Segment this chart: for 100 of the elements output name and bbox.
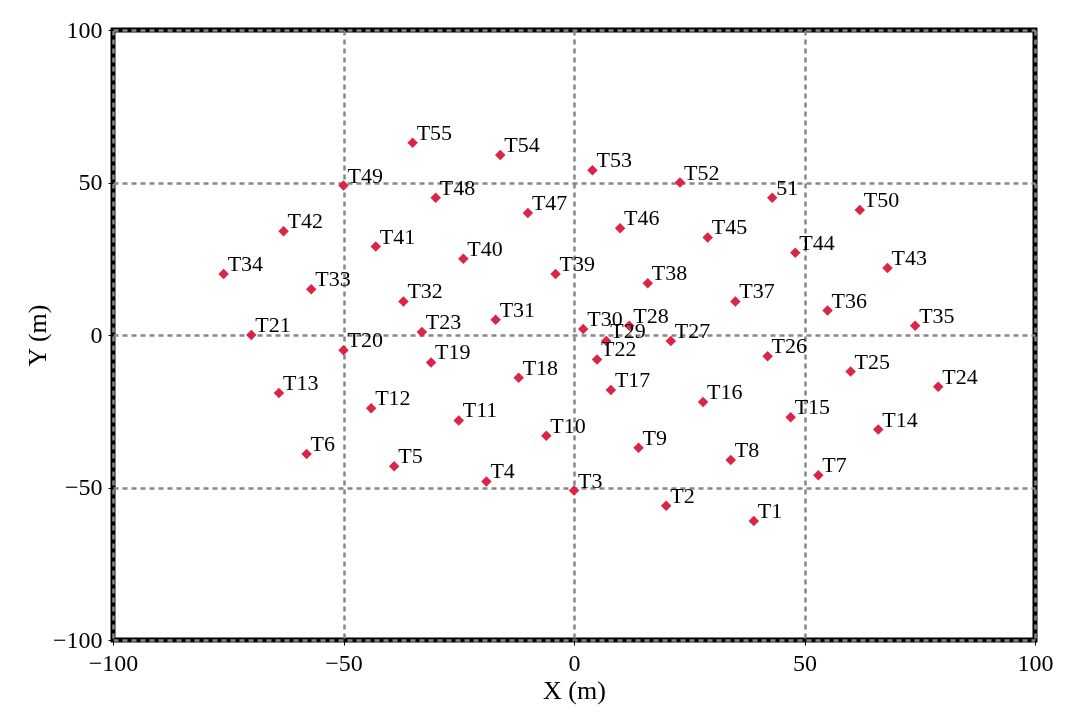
- annotation: T15: [794, 394, 831, 420]
- point: [785, 412, 796, 423]
- y-tick-label: 50: [78, 169, 103, 195]
- annotation: T6: [310, 430, 336, 456]
- annotation: T26: [771, 333, 808, 359]
- point: [278, 226, 289, 237]
- annotation: T31: [499, 296, 536, 322]
- annotation: T8: [734, 437, 760, 463]
- point: [660, 500, 672, 512]
- point: [453, 415, 464, 426]
- point: [568, 485, 580, 496]
- point: [481, 476, 492, 487]
- point: [873, 424, 884, 435]
- annotation: T13: [282, 369, 319, 395]
- annotation: T33: [315, 266, 351, 292]
- y-tick-label: 0: [90, 321, 103, 348]
- annotation: T32: [407, 278, 443, 304]
- point: [338, 345, 349, 356]
- point: [430, 192, 441, 203]
- annotation: T4: [490, 458, 515, 484]
- x-axis-title: X (m): [543, 675, 606, 705]
- point: [246, 329, 257, 341]
- annotation: T44: [799, 229, 835, 255]
- point: [766, 192, 778, 203]
- annotation: T46: [624, 205, 660, 231]
- point: [541, 430, 552, 441]
- annotation: T20: [347, 327, 383, 353]
- point: [305, 284, 317, 295]
- annotation: T9: [642, 424, 667, 450]
- point: [882, 262, 893, 274]
- annotation: T7: [822, 452, 847, 478]
- annotation: T36: [831, 287, 867, 313]
- annotation: T17: [614, 366, 651, 392]
- annotation: T42: [287, 208, 324, 234]
- annotation: T3: [578, 467, 603, 493]
- point: [490, 314, 501, 325]
- point: [845, 366, 856, 377]
- point: [522, 207, 534, 219]
- annotation: T49: [347, 162, 383, 188]
- point: [702, 232, 713, 243]
- point: [577, 323, 589, 335]
- point: [301, 448, 312, 460]
- y-tick-label: −100: [52, 626, 103, 653]
- annotation: T11: [462, 397, 498, 423]
- point: [273, 387, 285, 399]
- annotation: T25: [854, 348, 891, 374]
- x-tick-label: 100: [1017, 649, 1054, 676]
- point: [338, 180, 349, 191]
- annotation: T43: [891, 244, 927, 270]
- point: [725, 454, 736, 466]
- point: [370, 241, 382, 252]
- point: [854, 204, 866, 216]
- point: [458, 253, 469, 264]
- point: [822, 305, 833, 316]
- point: [614, 223, 626, 234]
- annotation: T50: [863, 186, 900, 212]
- annotation: 51: [776, 174, 799, 200]
- point: [388, 460, 400, 472]
- point: [605, 384, 617, 396]
- point: [587, 165, 598, 176]
- annotation: T47: [531, 190, 568, 215]
- point: [550, 268, 561, 280]
- point: [407, 137, 418, 149]
- annotation: T55: [416, 119, 453, 145]
- annotation: T37: [739, 278, 775, 304]
- y-axis-title: Y (m): [22, 304, 52, 367]
- point: [697, 396, 709, 408]
- y-tick-label: 100: [66, 16, 103, 43]
- point: [642, 277, 653, 289]
- annotation: T14: [882, 406, 918, 432]
- annotation: T21: [255, 312, 291, 337]
- y-tick-label: −50: [64, 474, 103, 500]
- x-tick-label: 0: [568, 649, 581, 676]
- annotation: T40: [467, 235, 503, 261]
- point: [365, 402, 377, 414]
- point: [748, 515, 760, 527]
- annotation: T18: [522, 354, 559, 380]
- x-tick-label: −50: [325, 649, 363, 676]
- annotation: T34: [227, 251, 264, 276]
- point: [416, 326, 428, 338]
- annotation: T35: [919, 302, 955, 328]
- point: [790, 247, 801, 258]
- annotation: T45: [711, 214, 748, 240]
- annotation: T10: [550, 412, 586, 438]
- point: [730, 296, 741, 307]
- point: [762, 351, 773, 362]
- point: [398, 296, 409, 307]
- annotation: T38: [651, 260, 688, 286]
- point: [591, 354, 603, 365]
- annotation: T54: [504, 132, 540, 158]
- point: [513, 372, 524, 383]
- annotation: T5: [398, 443, 423, 469]
- point: [813, 470, 824, 481]
- point: [495, 149, 506, 161]
- annotation: T23: [425, 308, 462, 334]
- annotation: T39: [559, 251, 596, 276]
- point: [909, 320, 921, 332]
- point: [425, 357, 437, 368]
- annotation: T16: [707, 379, 743, 405]
- annotation: T12: [375, 385, 411, 411]
